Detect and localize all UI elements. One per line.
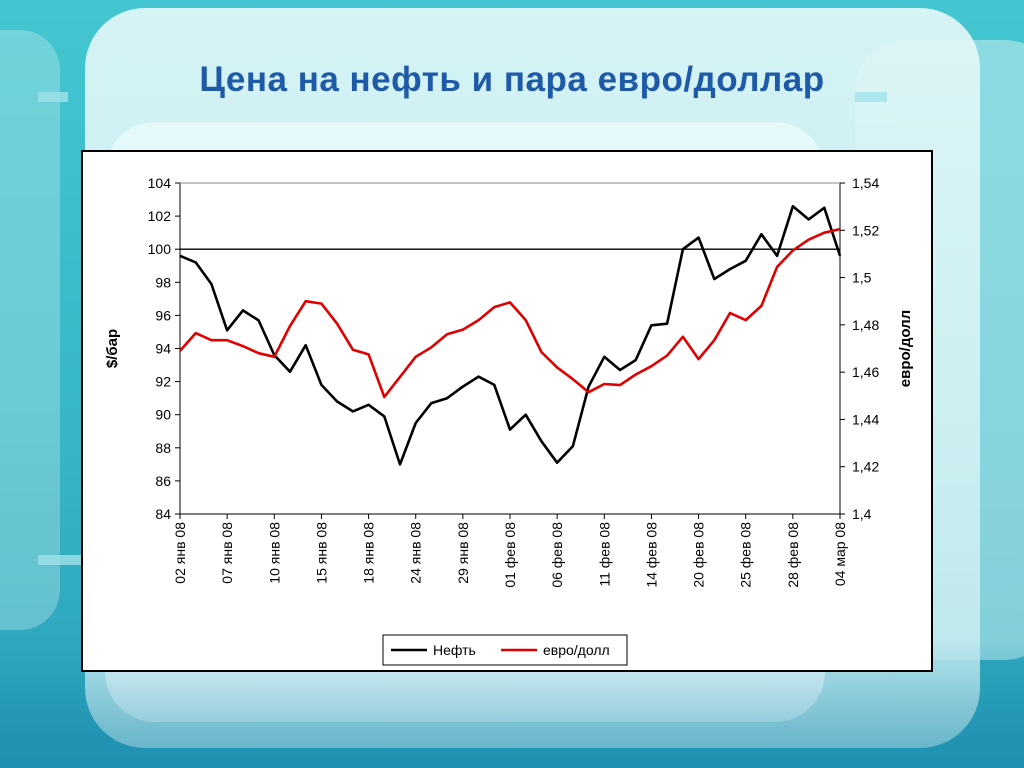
eurusd-series-line [179, 227, 841, 399]
oil-series-line [179, 204, 842, 466]
chart-svg: 84 86 88 90 92 94 96 98 100 102 104 1,4 1,42 1,44 1,46… [104, 175, 914, 666]
x-tick-label: 07 янв 08 [219, 522, 235, 584]
left-tick-label: 84 [155, 506, 171, 522]
left-tick-label: 92 [155, 374, 171, 390]
x-tick-label: 18 янв 08 [361, 522, 377, 584]
left-tick-label: 88 [155, 440, 171, 456]
left-tick-label: 102 [148, 208, 172, 224]
x-tick-label: 01 фев 08 [502, 522, 518, 588]
left-tick-label: 94 [155, 341, 171, 357]
left-tick-label: 104 [148, 175, 172, 191]
x-tick-label: 04 мар 08 [832, 522, 848, 586]
y-axis-title: $/бар [104, 329, 121, 368]
x-tick-label: 20 фев 08 [691, 522, 707, 588]
x-tick-label: 15 янв 08 [313, 522, 329, 584]
x-tick-label: 11 фев 08 [596, 522, 612, 587]
page-title: Цена на нефть и пара евро/доллар [199, 60, 825, 99]
right-tick-label: 1,42 [852, 459, 879, 475]
left-tick-label: 86 [155, 473, 171, 489]
x-tick-label: 24 янв 08 [408, 522, 424, 584]
left-tick-label: 98 [155, 274, 171, 290]
legend-label-oil: Нефть [433, 642, 476, 658]
y2-axis-title: евро/долл [897, 310, 914, 387]
left-tick-label: 100 [148, 241, 172, 257]
x-tick-label: 10 янв 08 [266, 522, 282, 584]
x-tick-label: 14 фев 08 [643, 522, 659, 588]
right-tick-label: 1,54 [852, 175, 879, 191]
right-tick-label: 1,48 [852, 317, 879, 333]
left-tick-label: 90 [155, 407, 171, 423]
right-tick-label: 1,5 [852, 270, 872, 286]
x-tick-label: 06 фев 08 [549, 522, 565, 588]
right-tick-label: 1,4 [852, 506, 872, 522]
x-tick-label: 25 фев 08 [738, 522, 754, 588]
x-tick-label: 29 янв 08 [455, 522, 471, 584]
x-tick-label: 28 фев 08 [785, 522, 801, 588]
left-tick-label: 96 [155, 307, 171, 323]
right-tick-label: 1,46 [852, 364, 879, 380]
chart-frame: 84 86 88 90 92 94 96 98 100 102 104 1,4 1,42 1,44 1,46… [81, 150, 933, 672]
right-tick-label: 1,52 [852, 222, 879, 238]
right-tick-label: 1,44 [852, 411, 879, 427]
x-tick-label: 02 янв 08 [172, 522, 188, 584]
legend-label-eurusd: евро/долл [543, 642, 610, 658]
